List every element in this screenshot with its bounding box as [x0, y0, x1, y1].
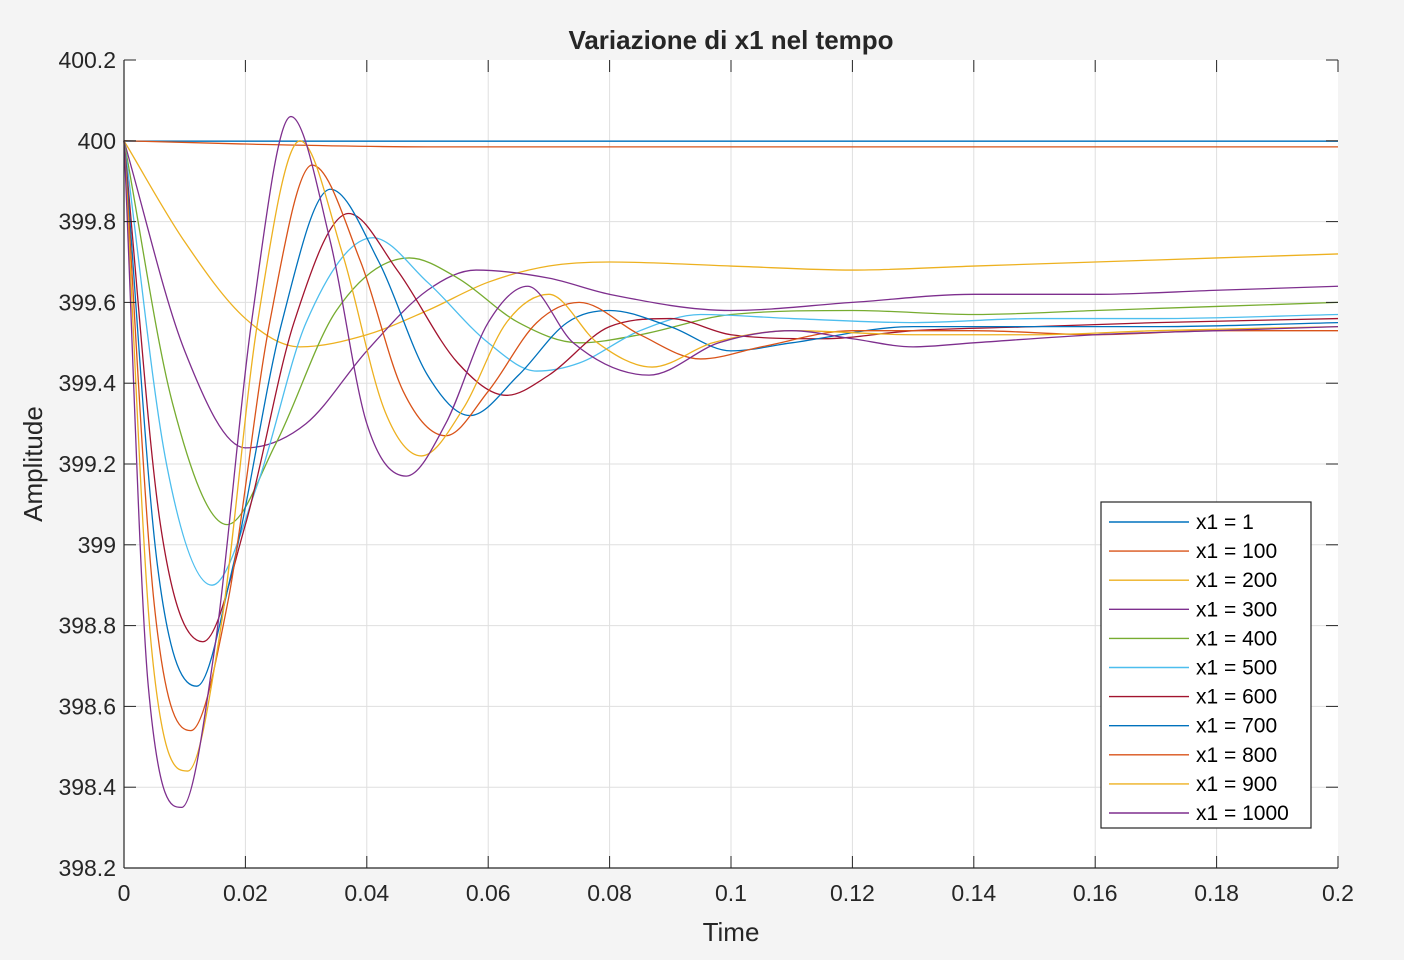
legend-label-9: x1 = 800: [1196, 744, 1277, 767]
series-line-3: [123, 140, 1339, 348]
y-tick-label: 399.6: [58, 289, 116, 315]
legend-box: [1100, 501, 1312, 829]
y-tick-label: 398.4: [58, 774, 116, 800]
y-tick-label: 399: [78, 532, 116, 558]
series-line-5: [123, 140, 1339, 526]
y-tick-label: 399.2: [58, 451, 116, 477]
x-tick-label: 0.2: [1322, 880, 1354, 906]
series-line-6: [123, 140, 1339, 586]
tick-labels: 0 0.02 0.04 0.06 0.08 0.1 0.12 0.14 0.16 0.18 0.2 3…: [58, 47, 1354, 906]
series-line-4: [123, 140, 1339, 449]
x-tick-label: 0.02: [223, 880, 268, 906]
x-tick-label: 0: [118, 880, 131, 906]
x-tick-label: 0.12: [830, 880, 875, 906]
y-tick-label: 398.8: [58, 613, 116, 639]
legend-label-5: x1 = 400: [1196, 627, 1277, 650]
legend-label-11: x1 = 1000: [1196, 802, 1289, 825]
y-axis-label: Amplitude: [18, 406, 48, 522]
grid-lines: [124, 60, 1338, 868]
series-lines: [123, 115, 1339, 809]
y-tick-label: 399.4: [58, 370, 116, 396]
series-line-2: [123, 140, 1338, 148]
series-line-9: [123, 140, 1338, 732]
x-tick-label: 0.06: [466, 880, 511, 906]
legend-label-3: x1 = 200: [1196, 569, 1277, 592]
legend: x1 = 1 x1 = 100 x1 = 200 x1 = 300 x1 = 400 x1…: [1100, 501, 1312, 829]
series-line-11: [123, 115, 1339, 809]
x-tick-label: 0.1: [715, 880, 747, 906]
x-tick-label: 0.18: [1194, 880, 1239, 906]
x-tick-label: 0.14: [951, 880, 996, 906]
legend-label-10: x1 = 900: [1196, 773, 1277, 796]
y-tick-label: 400: [78, 128, 116, 154]
chart-title: Variazione di x1 nel tempo: [568, 25, 893, 55]
x-axis-label: Time: [703, 917, 760, 947]
y-tick-label: 399.8: [58, 209, 116, 235]
legend-label-8: x1 = 700: [1196, 715, 1277, 738]
legend-label-4: x1 = 300: [1196, 598, 1277, 621]
legend-label-1: x1 = 1: [1196, 511, 1254, 534]
axes: [123, 59, 1339, 869]
series-line-7: [123, 140, 1339, 643]
legend-label-2: x1 = 100: [1196, 540, 1277, 563]
series-line-10: [123, 140, 1339, 772]
x-tick-label: 0.16: [1073, 880, 1118, 906]
legend-label-6: x1 = 500: [1196, 657, 1277, 680]
y-tick-label: 398.6: [58, 693, 116, 719]
x-tick-label: 0.08: [587, 880, 632, 906]
y-tick-label: 398.2: [58, 855, 116, 881]
x-tick-label: 0.04: [344, 880, 389, 906]
legend-label-7: x1 = 600: [1196, 686, 1277, 709]
y-tick-label: 400.2: [58, 47, 116, 73]
